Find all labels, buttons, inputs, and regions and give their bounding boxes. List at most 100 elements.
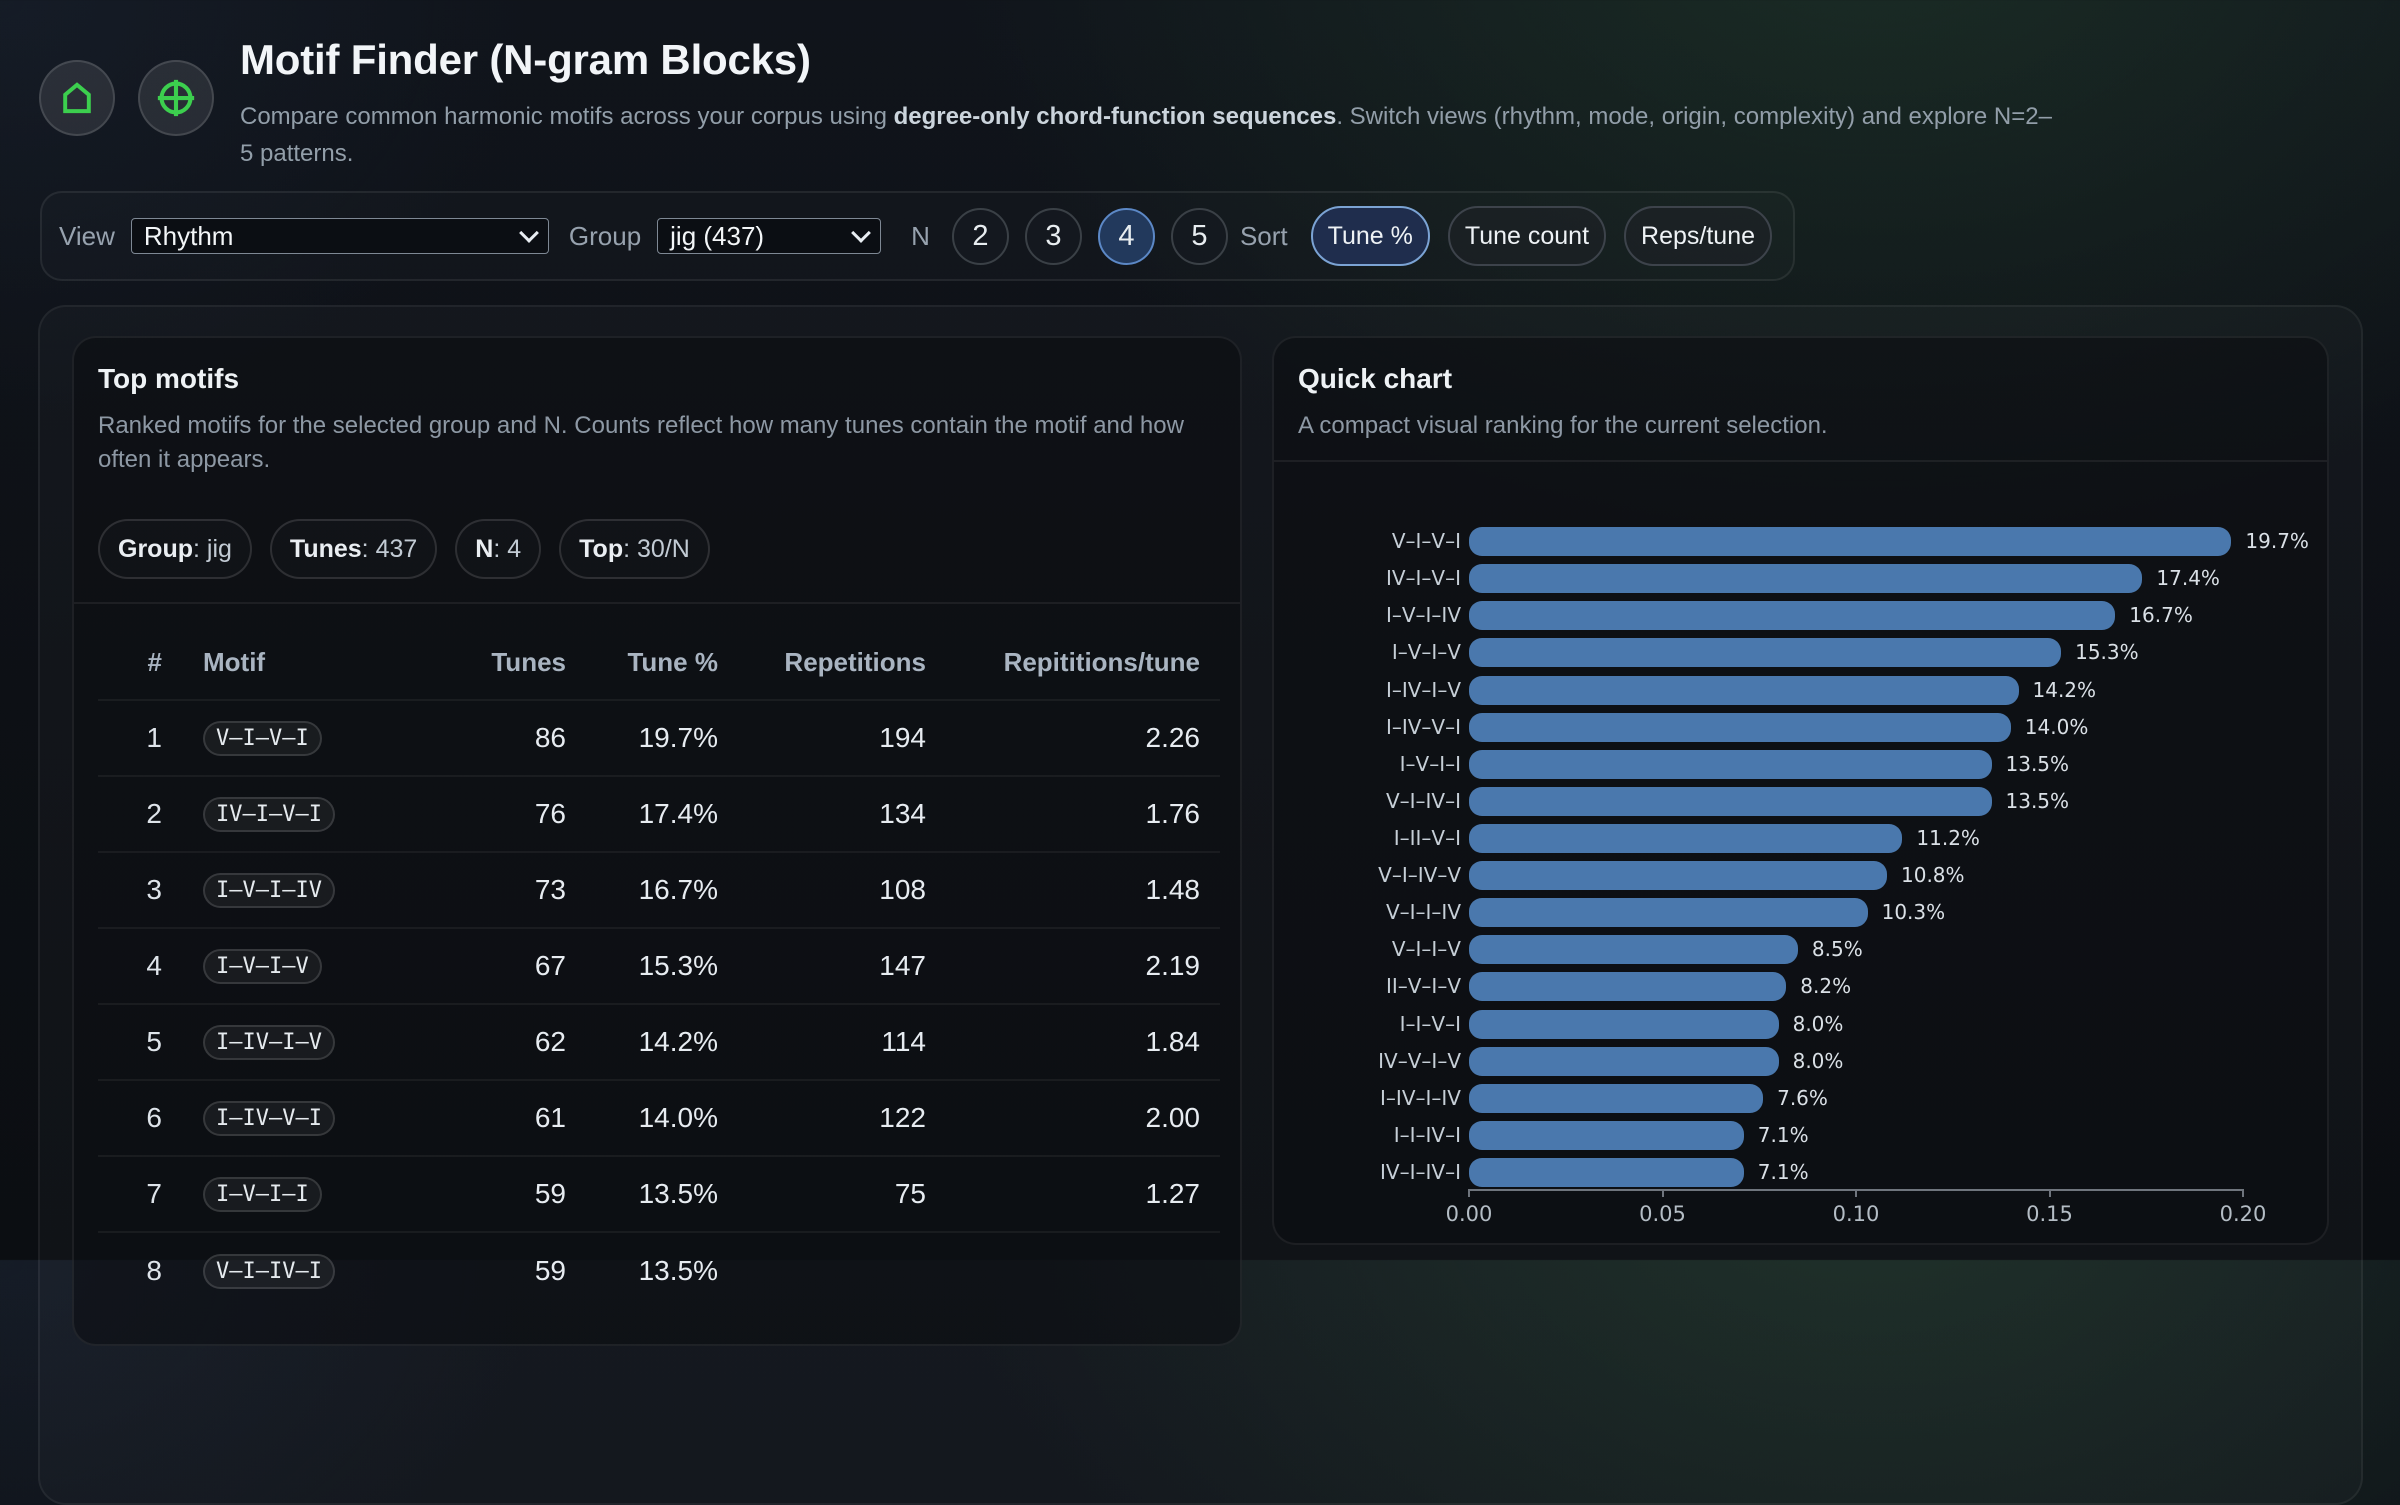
- cell-reps-per-tune: 2.00: [1145, 1102, 1201, 1133]
- sort-button-tune-pct[interactable]: Tune %: [1310, 206, 1430, 266]
- cell-tune-pct: 16.7%: [638, 874, 718, 905]
- home-icon-path: [63, 82, 91, 114]
- chart-value-label: 16.7%: [2129, 603, 2193, 628]
- motif-chip: I–IV–I–V: [203, 1025, 335, 1060]
- x-axis-tick-label: 0.20: [2219, 1202, 2267, 1226]
- chart-value-label: 8.0%: [1792, 1011, 1844, 1036]
- title-block: Motif Finder (N-gram Blocks) Compare com…: [240, 34, 2052, 172]
- cell-repetitions: 122: [879, 1102, 926, 1133]
- home-icon: [63, 82, 91, 114]
- table-wrap: # Motif Tunes Tune % Repetitions Repititions/…: [74, 604, 1240, 1308]
- header-row: # Motif Tunes Tune % Repetitions Repititions/…: [98, 604, 1220, 700]
- x-axis-tick-label: 0.05: [1639, 1202, 1686, 1226]
- add-button[interactable]: [138, 60, 214, 136]
- cell-reps-per-tune: 1.84: [1145, 1026, 1201, 1057]
- chart-bar: [1469, 935, 1798, 965]
- cell-repetitions: 134: [879, 798, 926, 829]
- chip-tunes: Tunes: 437: [269, 519, 438, 579]
- top-motifs-card: Top motifs Ranked motifs for the selecte…: [72, 336, 1242, 1346]
- cell-repetitions: 75: [894, 1178, 926, 1209]
- view-select[interactable]: Rhythm: [130, 218, 549, 254]
- chart-value-label: 11.2%: [1916, 825, 1980, 850]
- cell-reps-per-tune: 1.27: [1145, 1178, 1201, 1209]
- table-row: 6 I–IV–V–I 61 14.0% 122 2.00: [98, 1080, 1220, 1156]
- chart-value-label: 8.0%: [1792, 1048, 1844, 1073]
- cell-motif: V–I–V–I: [166, 700, 426, 776]
- chart-bar: [1469, 861, 1887, 891]
- n-button-4[interactable]: 4: [1097, 207, 1155, 265]
- group-label: Group: [568, 220, 642, 251]
- cell-tunes: 76: [534, 798, 566, 829]
- sort-button-tune-count[interactable]: Tune count: [1447, 206, 1607, 266]
- chart-category-label: I–IV–I–IV: [1380, 1085, 1461, 1110]
- motifs-table-head: # Motif Tunes Tune % Repetitions Repititions/…: [98, 604, 1220, 700]
- cell-motif: V–I–IV–I: [166, 1232, 426, 1308]
- table-row: 3 I–V–I–IV 73 16.7% 108 1.48: [98, 852, 1220, 928]
- chart-category-label: V–I–IV–V: [1378, 863, 1461, 888]
- group-select[interactable]: jig (437): [657, 218, 882, 254]
- page-description-text: Compare common harmonic motifs across yo…: [240, 103, 894, 130]
- chart-bar: [1469, 1120, 1744, 1150]
- chart-category-label: I–I–V–I: [1399, 1011, 1461, 1036]
- cell-tunes: 73: [534, 874, 566, 905]
- chart-bar: [1469, 675, 2019, 705]
- table-row: 8 V–I–IV–I 59 13.5%: [98, 1232, 1220, 1308]
- x-axis-tick: [1661, 1189, 1664, 1197]
- chart-category-label: V–I–I–V: [1391, 937, 1461, 962]
- table-row: 1 V–I–V–I 86 19.7% 194 2.26: [98, 700, 1220, 776]
- chip-value: : 30/N: [623, 534, 690, 563]
- chart-category-label: II–V–I–V: [1385, 974, 1461, 999]
- chart-value-label: 14.0%: [2024, 714, 2089, 739]
- n-button-5[interactable]: 5: [1170, 207, 1228, 265]
- x-axis-tick: [1855, 1189, 1857, 1197]
- cell-tune-pct: 17.4%: [638, 798, 718, 829]
- cell-tunes: 59: [534, 1254, 566, 1286]
- chart-bar: [1469, 786, 1992, 816]
- top-motifs-description-text: often it appears.: [98, 446, 271, 473]
- motif-chip: IV–I–V–I: [203, 797, 335, 832]
- n-button-3[interactable]: 3: [1024, 207, 1082, 265]
- chip-label: Tunes: [289, 534, 362, 563]
- chevron-down-icon: [851, 222, 872, 243]
- top-motifs-header: Top motifs Ranked motifs for the selecte…: [74, 338, 1240, 604]
- chart-category-label: I–II–V–I: [1393, 825, 1461, 850]
- cell-tunes: 67: [534, 950, 566, 981]
- page-description-text: 5 patterns.: [240, 140, 354, 167]
- chart-value-label: 19.7%: [2245, 529, 2309, 554]
- column-header-motif: Motif: [203, 647, 266, 677]
- cell-tune-pct: 19.7%: [638, 722, 718, 753]
- x-axis-tick-label: 0.15: [2026, 1202, 2073, 1226]
- chart-category-label: IV–I–V–I: [1385, 566, 1461, 591]
- chip-n: N: 4: [455, 519, 542, 579]
- cell-tune-pct: 14.0%: [638, 1102, 718, 1133]
- cell-rank: 1: [146, 722, 162, 753]
- column-header-tunes: Tunes: [491, 647, 566, 677]
- chip-label: Top: [579, 534, 624, 563]
- chart-value-label: 7.1%: [1757, 1122, 1809, 1147]
- chip-value: : 4: [493, 534, 522, 563]
- chevron-down-icon: [518, 222, 539, 243]
- chip-label: N: [475, 534, 494, 563]
- motif-chip: I–V–I–IV: [203, 873, 335, 908]
- chart-bar: [1469, 601, 2116, 631]
- chip-group: Group: jig: [98, 519, 252, 579]
- table-row: 4 I–V–I–V 67 15.3% 147 2.19: [98, 928, 1220, 1004]
- chart-category-label: IV–I–IV–I: [1380, 1159, 1461, 1184]
- motif-chip: I–V–I–I: [203, 1177, 322, 1212]
- cell-tune-pct: 15.3%: [638, 950, 718, 981]
- top-motifs-description-text: Ranked motifs for the selected group and…: [98, 412, 1184, 439]
- n-button-2[interactable]: 2: [951, 207, 1009, 265]
- view-label: View: [59, 220, 115, 251]
- quick-chart-description: A compact visual ranking for the current…: [1298, 412, 1828, 439]
- cell-tune-pct: 13.5%: [638, 1178, 718, 1209]
- quick-chart-card: Quick chart A compact visual ranking for…: [1272, 336, 2329, 1245]
- chart-category-label: V–I–V–I: [1391, 529, 1461, 554]
- cell-repetitions: 147: [879, 950, 926, 981]
- chip-top: Top: 30/N: [559, 519, 710, 579]
- cell-rank: 3: [146, 874, 162, 905]
- top-motifs-description: Ranked motifs for the selected group and…: [98, 409, 1216, 477]
- motif-chip: I–V–I–V: [203, 949, 322, 984]
- column-header-reps: Repetitions: [784, 647, 926, 677]
- sort-button-reps-tune[interactable]: Reps/tune: [1624, 206, 1772, 266]
- home-button[interactable]: [39, 60, 115, 136]
